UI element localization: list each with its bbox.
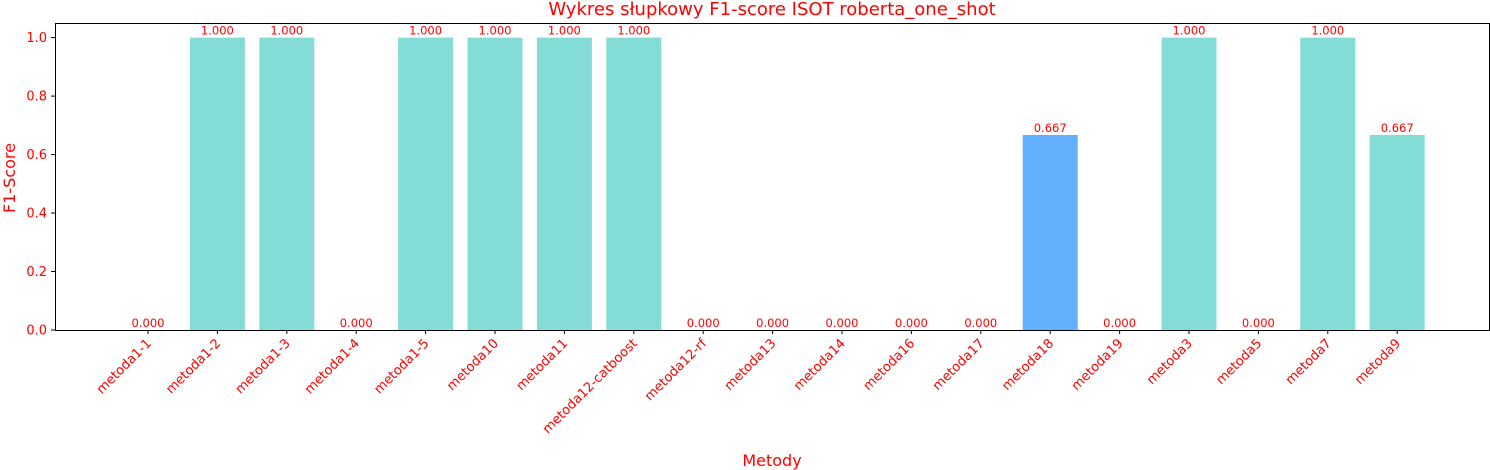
- x-tick-label-metoda17: metoda17: [930, 336, 988, 394]
- x-tick-label-metoda1-1: metoda1-1: [94, 336, 155, 397]
- value-label-metoda1-5: 1.000: [409, 24, 442, 38]
- value-label-metoda9: 0.667: [1381, 121, 1414, 135]
- bar-metoda12-catboost: [606, 37, 662, 330]
- y-tick-label-0.8: 0.8: [26, 90, 47, 105]
- y-axis-label: F1-Score: [0, 143, 19, 213]
- value-label-metoda17: 0.000: [964, 316, 997, 330]
- y-tick-label-0.2: 0.2: [26, 265, 47, 280]
- x-tick-label-metoda13: metoda13: [722, 336, 780, 394]
- x-tick-label-metoda14: metoda14: [791, 336, 849, 394]
- bar-metoda1-3: [259, 37, 315, 330]
- x-tick-label-metoda11: metoda11: [514, 336, 572, 394]
- x-tick-label-metoda16: metoda16: [861, 336, 919, 394]
- value-label-metoda11: 1.000: [548, 24, 581, 38]
- x-tick-label-metoda3: metoda3: [1144, 336, 1196, 388]
- value-label-metoda12-rf: 0.000: [687, 316, 720, 330]
- value-labels-group: 0.000 1.000 1.000 0.000 1.000 1.000 1.000 1.000…: [132, 24, 1414, 330]
- value-label-metoda19: 0.000: [1103, 316, 1136, 330]
- bar-metoda9: [1369, 134, 1425, 330]
- x-axis-ticks: metoda1-1 metoda1-2 metoda1-3 metoda1-4 meto…: [94, 330, 1404, 437]
- x-tick-label-metoda7: metoda7: [1283, 336, 1335, 388]
- x-tick-label-metoda1-3: metoda1-3: [233, 336, 294, 397]
- bar-metoda10: [467, 37, 523, 330]
- value-label-metoda14: 0.000: [826, 316, 859, 330]
- value-label-metoda1-4: 0.000: [340, 316, 373, 330]
- value-label-metoda5: 0.000: [1242, 316, 1275, 330]
- value-label-metoda10: 1.000: [479, 24, 512, 38]
- x-tick-label-metoda19: metoda19: [1069, 336, 1127, 394]
- value-label-metoda1-3: 1.000: [270, 24, 303, 38]
- y-tick-label-0.4: 0.4: [26, 207, 47, 222]
- bars-group: [189, 37, 1425, 330]
- bar-metoda7: [1300, 37, 1356, 330]
- x-tick-label-metoda10: metoda10: [444, 336, 502, 394]
- bar-metoda18: [1022, 134, 1078, 330]
- y-tick-label-0.0: 0.0: [26, 324, 47, 339]
- x-tick-label-metoda12-rf: metoda12-rf: [642, 336, 710, 404]
- x-axis-label: Metody: [742, 451, 801, 470]
- value-label-metoda13: 0.000: [756, 316, 789, 330]
- y-tick-label-0.6: 0.6: [26, 148, 47, 163]
- value-label-metoda12-catboost: 1.000: [617, 24, 650, 38]
- value-label-metoda3: 1.000: [1173, 24, 1206, 38]
- x-tick-label-metoda18: metoda18: [999, 336, 1057, 394]
- value-label-metoda18: 0.667: [1034, 121, 1067, 135]
- y-axis-ticks: 0.0 0.2 0.4 0.6 0.8 1.0: [26, 31, 55, 339]
- x-tick-label-metoda5: metoda5: [1213, 336, 1265, 388]
- value-label-metoda1-2: 1.000: [201, 24, 234, 38]
- y-tick-label-1.0: 1.0: [26, 31, 47, 46]
- value-label-metoda7: 1.000: [1311, 24, 1344, 38]
- x-tick-label-metoda1-4: metoda1-4: [302, 336, 363, 397]
- x-tick-label-metoda1-5: metoda1-5: [371, 336, 432, 397]
- chart-title: Wykres słupkowy F1-score ISOT roberta_on…: [548, 0, 995, 20]
- bar-metoda11: [536, 37, 592, 330]
- bar-metoda1-2: [189, 37, 245, 330]
- bar-metoda1-5: [398, 37, 454, 330]
- x-tick-label-metoda1-2: metoda1-2: [163, 336, 224, 397]
- value-label-metoda1-1: 0.000: [132, 316, 165, 330]
- value-label-metoda16: 0.000: [895, 316, 928, 330]
- bar-metoda3: [1161, 37, 1217, 330]
- x-tick-label-metoda9: metoda9: [1352, 336, 1404, 388]
